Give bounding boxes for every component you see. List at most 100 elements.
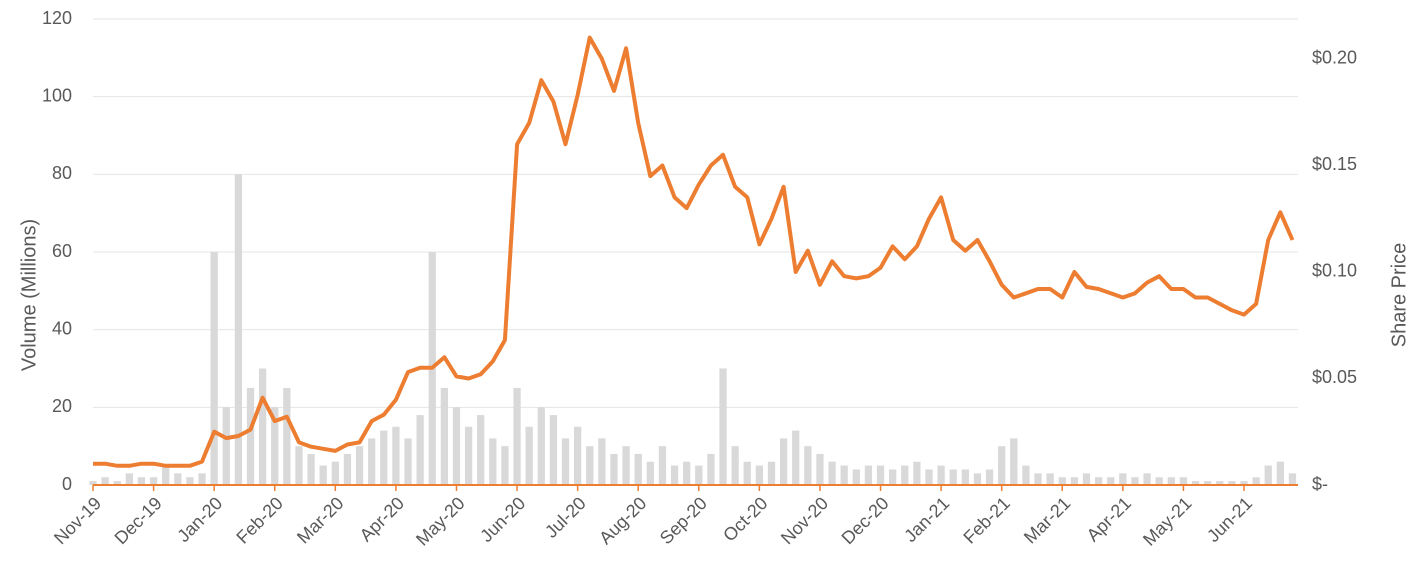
bar [1010,438,1018,485]
bar [1204,481,1212,485]
bar [137,477,146,485]
x-tick-label: Feb-21 [959,493,1013,547]
bar [1070,477,1079,485]
bar [440,387,448,485]
x-tick-label: Sep-20 [656,493,711,548]
x-tick-label: Jun-21 [1203,493,1256,546]
bar [1131,477,1139,485]
x-tick-label: Jan-20 [173,493,226,546]
x-tick-label: Oct-20 [719,493,771,545]
x-tick-label: Jan-21 [900,493,953,546]
bar [355,446,364,485]
bar [1167,477,1175,485]
bar [1094,477,1103,485]
bar [368,438,376,485]
bar [985,469,994,485]
bar [646,461,654,485]
bar [319,465,327,485]
bar [889,469,897,485]
bar [416,415,424,485]
bar [283,387,291,485]
bar [683,461,691,485]
y2-tick-label: $0.15 [1312,154,1357,174]
bar [779,438,788,485]
bar [186,477,194,485]
bar [246,387,255,485]
bar [149,477,158,485]
bar [792,430,800,485]
y-tick-label: 40 [52,318,72,338]
bar [404,438,412,485]
bar [634,453,642,485]
bar [755,465,764,485]
bar [258,368,267,485]
y-tick-label: 20 [52,396,72,416]
bar [222,407,230,485]
bar [949,469,957,485]
bar [1143,473,1151,485]
x-tick-label: Jun-20 [476,493,529,546]
bar [961,469,969,485]
bar [1288,473,1297,485]
bar [537,407,545,485]
bar [695,465,703,485]
bar [670,465,679,485]
bar [864,465,873,485]
y-tick-label: 60 [52,241,72,261]
bar [973,473,982,485]
bar [162,465,170,485]
x-tick-label: Jul-20 [541,493,590,542]
x-tick-label: Apr-21 [1083,493,1135,545]
bar [1179,477,1188,485]
bar [573,426,582,485]
bar [125,473,133,485]
x-tick-label: May-21 [1139,493,1196,550]
x-tick-label: Mar-20 [293,493,347,547]
y2-tick-label: $0.20 [1312,48,1357,68]
x-tick-label: Dec-20 [838,493,893,548]
bar [707,453,715,485]
x-tick-label: Feb-20 [232,493,286,547]
bar [525,426,533,485]
bar [1022,465,1030,485]
bar [840,465,848,485]
bar [610,453,618,485]
bar [271,407,279,485]
bar [743,461,751,485]
bar [804,446,812,485]
bar [767,461,776,485]
bar [101,477,109,485]
bar [464,426,473,485]
bar [816,453,824,485]
bar [89,481,97,485]
bar [913,461,921,485]
bar [392,426,400,485]
bar [489,438,497,485]
x-tick-label: Dec-19 [111,493,166,548]
x-tick-label: Apr-20 [356,493,408,545]
bar [307,453,315,485]
bar [1276,461,1284,485]
bar [477,415,485,485]
bar [586,446,594,485]
y2-axis-title: Share Price [1388,243,1410,348]
bar [380,430,388,485]
bar [852,469,860,485]
y2-tick-label: $- [1312,474,1328,494]
bar [828,461,836,485]
bar [198,473,206,485]
bar [1034,473,1042,485]
bar [1264,465,1272,485]
bar [501,446,509,485]
bar [234,174,243,486]
bar [1191,481,1200,485]
x-tick-label: Mar-21 [1020,493,1074,547]
bar [731,446,739,485]
x-tick-label: May-20 [412,493,469,550]
y-tick-label: 100 [42,85,72,105]
bar [210,252,218,485]
bar [1216,481,1224,485]
bar [622,446,630,485]
bar [1228,481,1236,485]
bar [343,453,352,485]
